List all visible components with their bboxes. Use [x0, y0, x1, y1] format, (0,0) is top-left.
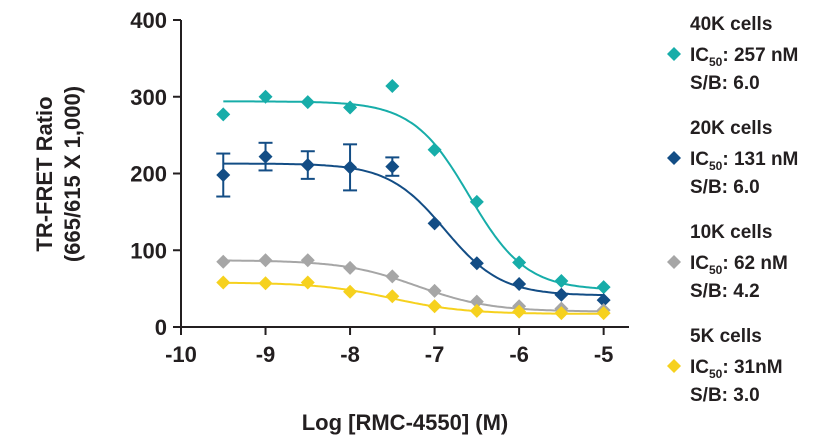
data-point [258, 89, 273, 104]
data-point [469, 256, 484, 271]
data-point [554, 306, 569, 321]
data-point [216, 254, 231, 269]
fit-curve [223, 100, 604, 290]
legend-ic50: IC50: 31nM [690, 357, 783, 381]
data-point [469, 303, 484, 318]
legend-series-name: 5K cells [690, 326, 762, 347]
data-point [469, 294, 484, 309]
data-point [427, 142, 442, 157]
legend-sb: S/B: 6.0 [690, 177, 760, 198]
legend-entry: 10K cells IC50: 62 nM S/B: 4.2 [667, 222, 788, 302]
data-point [554, 273, 569, 288]
x-axis-title: Log [RMC-4550] (M) [302, 410, 509, 435]
data-point [258, 276, 273, 291]
axis-ticks: -10 -9 -8 -7 -6 -5 0 100 200 300 400 [130, 8, 613, 367]
y-axis-title-line-2: (665/615 X 1,000) [60, 86, 85, 262]
data-point [216, 275, 231, 290]
y-tick-label: 200 [130, 162, 167, 187]
data-point [343, 100, 358, 115]
legend: 40K cells IC50: 257 nM S/B: 6.0 20K cells IC… [667, 14, 798, 406]
data-point [554, 287, 569, 302]
data-point [512, 304, 527, 319]
data-point [385, 159, 400, 174]
fit-curve [223, 162, 604, 297]
legend-sb: S/B: 4.2 [690, 281, 760, 302]
data-points [216, 79, 611, 321]
data-point [216, 107, 231, 122]
y-tick-label: 0 [155, 315, 167, 340]
y-tick-label: 100 [130, 238, 167, 263]
legend-series-name: 40K cells [690, 14, 772, 35]
data-point [385, 269, 400, 284]
legend-marker [667, 151, 681, 165]
legend-series-name: 10K cells [690, 222, 772, 243]
data-point [343, 284, 358, 299]
y-tick-label: 300 [130, 85, 167, 110]
data-point [258, 253, 273, 268]
x-tick-label: -7 [425, 342, 445, 367]
x-tick-label: -10 [165, 342, 197, 367]
legend-marker [667, 359, 681, 373]
data-point [300, 253, 315, 268]
data-point [343, 160, 358, 175]
data-point [300, 158, 315, 173]
data-point [596, 306, 611, 321]
y-tick-label: 400 [130, 8, 167, 33]
data-point [427, 283, 442, 298]
x-tick-label: -8 [340, 342, 360, 367]
legend-sb: S/B: 3.0 [690, 385, 760, 406]
fit-curve [223, 281, 604, 315]
x-tick-label: -5 [594, 342, 614, 367]
data-point [596, 293, 611, 308]
legend-marker [667, 47, 681, 61]
legend-entry: 5K cells IC50: 31nM S/B: 3.0 [667, 326, 783, 406]
data-point [385, 289, 400, 304]
legend-ic50: IC50: 131 nM [690, 149, 798, 173]
x-tick-label: -6 [509, 342, 529, 367]
data-point [343, 260, 358, 275]
x-tick-label: -9 [256, 342, 276, 367]
data-point [300, 275, 315, 290]
data-point [512, 255, 527, 270]
legend-sb: S/B: 6.0 [690, 73, 760, 94]
legend-marker [667, 255, 681, 269]
fit-curve [223, 259, 604, 313]
y-axis-title-line-1: TR-FRET Ratio [32, 96, 57, 251]
legend-entry: 40K cells IC50: 257 nM S/B: 6.0 [667, 14, 798, 94]
data-point [258, 149, 273, 164]
data-point [427, 216, 442, 231]
legend-ic50: IC50: 257 nM [690, 45, 798, 69]
legend-entry: 20K cells IC50: 131 nM S/B: 6.0 [667, 118, 798, 198]
data-point [385, 79, 400, 94]
legend-series-name: 20K cells [690, 118, 772, 139]
data-point [216, 168, 231, 183]
fit-curves [223, 100, 604, 315]
legend-ic50: IC50: 62 nM [690, 253, 788, 277]
data-point [469, 194, 484, 209]
data-point [427, 299, 442, 314]
data-point [512, 277, 527, 292]
data-point [300, 95, 315, 110]
data-point [596, 280, 611, 295]
